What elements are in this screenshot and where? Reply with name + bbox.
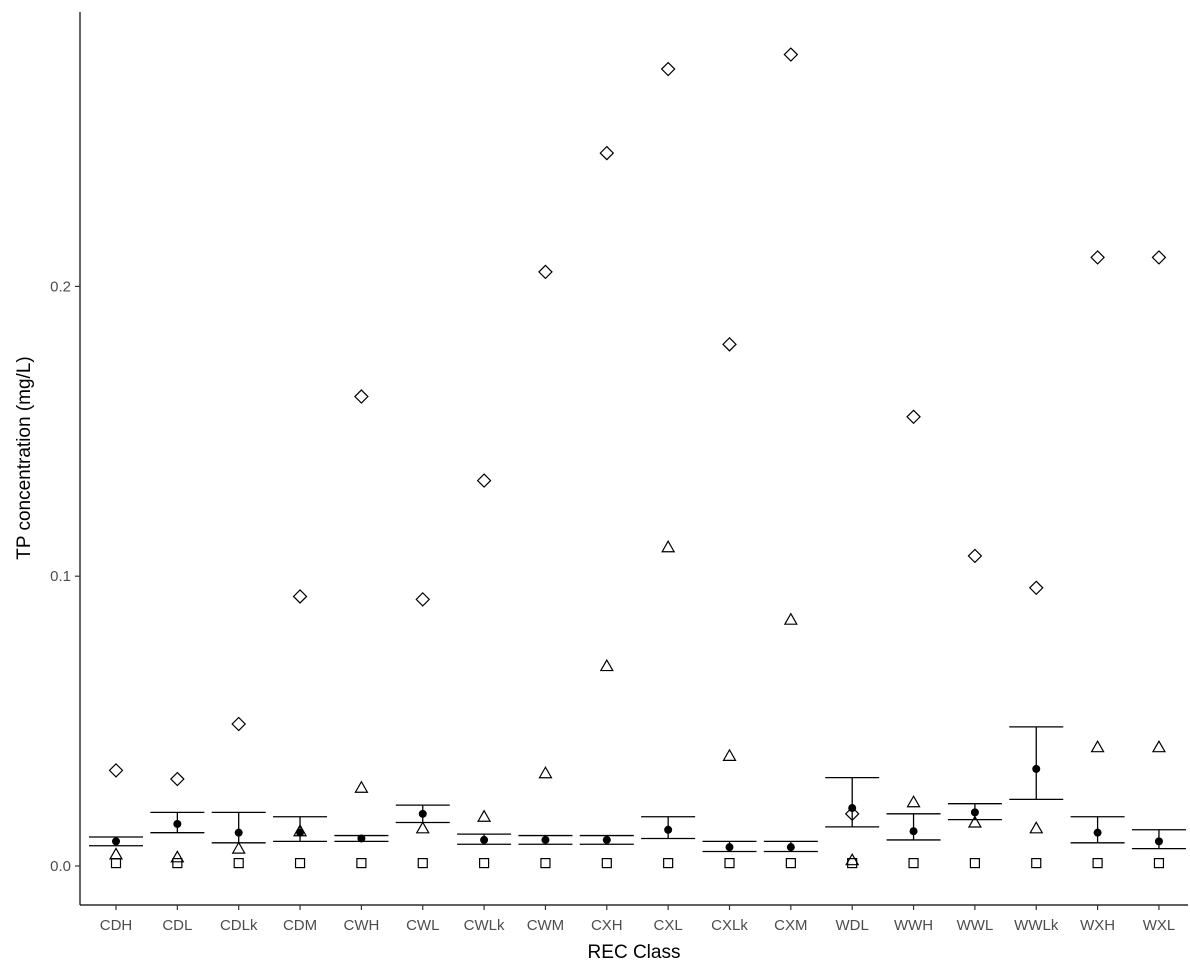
square-point [663,858,674,869]
diamond-point [1151,250,1167,265]
x-tick-label: CDM [283,917,317,934]
x-tick-label: CXLk [711,917,748,934]
triangle-point [906,795,921,808]
mean-point [1093,828,1102,837]
diamond-point [1090,250,1105,265]
mean-point [418,809,427,818]
x-axis-title: REC Class [588,942,681,963]
triangle-point [1151,739,1166,753]
x-tick-label: CDL [162,917,192,934]
y-tick-label: 0.0 [50,858,71,875]
x-tick-label: CWL [406,917,439,934]
plot-area: 0.00.10.2 CDH CDL CDLk CDM CWH CWL CWLk CWM CXH C… [50,12,1188,934]
markers [108,47,1167,869]
mean-point [602,835,611,844]
x-ticks: CDH CDL CDLk CDM CWH CWL CWLk CWM CXH CXL CXLk CXM W… [100,905,1175,934]
diamond-point [292,589,308,604]
triangle-point [538,766,553,779]
x-tick-label: CDH [100,917,133,934]
diamond-point [906,409,921,425]
mean-point [1154,837,1163,846]
diamond-point [231,716,247,732]
square-point [785,858,796,869]
triangle-point [170,850,185,863]
triangle-point [1090,739,1105,753]
x-tick-label: WWLk [1014,917,1059,934]
square-point [294,858,306,869]
square-point [1153,858,1165,869]
triangle-point [661,540,676,553]
triangle-point [783,612,798,625]
diamond-point [1028,580,1044,596]
x-tick-label: WXH [1080,917,1115,934]
x-tick-label: WWL [957,917,994,934]
triangle-point [477,809,492,822]
square-point [479,858,490,869]
square-point [969,858,981,869]
mean-point [112,837,120,846]
triangle-point [599,658,614,672]
y-tick-label: 0.2 [50,278,71,295]
square-point [601,858,612,869]
diamond-point [660,61,676,77]
triangle-point [415,821,430,834]
diamond-point [844,806,860,822]
x-tick-label: CWM [527,917,565,934]
mean-point [541,835,550,844]
diamond-point [538,264,553,280]
x-tick-label: CXM [774,917,807,934]
x-tick-label: WDL [836,917,869,934]
triangle-point [231,841,246,854]
triangle-point [722,748,737,761]
triangle-point [967,815,982,828]
square-point [908,858,919,869]
triangle-point [354,780,369,793]
x-tick-label: CWH [343,917,379,934]
diamond-point [722,337,737,352]
mean-point [480,835,489,844]
square-point [540,858,551,869]
diamond-point [415,592,431,607]
square-point [1092,858,1103,869]
x-tick-label: WXL [1143,917,1176,934]
diamond-point [170,771,185,787]
diamond-point [476,473,492,488]
y-axis-title: TP concentration (mg/L) [14,356,35,559]
triangle-point [845,852,860,866]
mean-point [970,808,979,817]
diamond-point [108,763,124,778]
square-point [233,858,244,869]
mean-point [786,843,795,852]
triangle-point [108,847,124,860]
triangle-point [1029,821,1044,834]
mean-point [725,843,734,852]
mean-point [234,828,243,837]
diamond-point [967,548,983,564]
diamond-point [354,389,369,404]
x-tick-label: CWLk [464,917,505,934]
triangle-point [293,824,308,837]
diamond-point [783,47,799,62]
mean-point [664,825,673,834]
square-point [417,858,428,869]
x-tick-label: CDLk [220,917,258,934]
square-point [1031,858,1042,869]
x-tick-label: CXH [591,917,623,934]
mean-point [357,834,366,843]
y-tick-label: 0.1 [50,568,71,585]
x-tick-label: WWH [894,917,933,934]
square-point [172,858,183,869]
x-tick-label: CXL [654,917,683,934]
mean-point [173,819,182,828]
mean-point [909,827,918,836]
square-point [110,858,122,869]
error-bars [89,726,1186,853]
square-point [356,858,367,869]
mean-point [1032,764,1041,773]
diamond-point [599,145,615,161]
y-ticks: 0.0 0.1 0.2 [50,278,80,875]
mean-point [296,828,305,837]
square-point [724,858,735,869]
